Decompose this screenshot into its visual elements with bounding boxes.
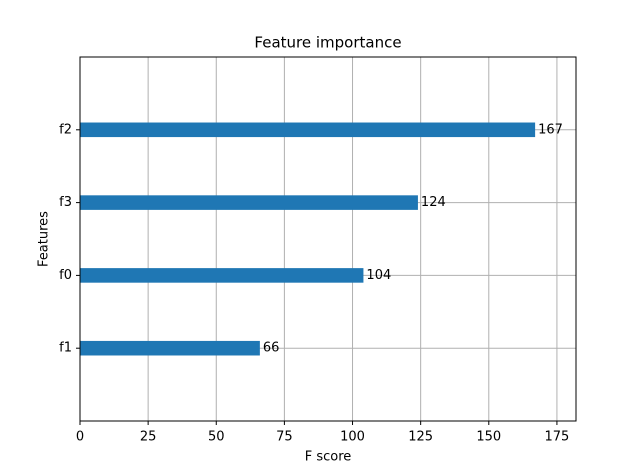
value-label: 66 bbox=[263, 341, 280, 356]
y-tick-label: f2 bbox=[59, 122, 72, 137]
bar bbox=[80, 195, 418, 210]
bar bbox=[80, 268, 364, 283]
y-tick-label: f1 bbox=[59, 341, 72, 356]
x-tick-label: 175 bbox=[545, 430, 570, 445]
y-tick-label: f3 bbox=[59, 195, 72, 210]
x-tick-label: 100 bbox=[340, 430, 365, 445]
chart-title: Feature importance bbox=[254, 34, 401, 52]
bar bbox=[80, 340, 260, 356]
y-tick-label: f0 bbox=[59, 268, 72, 283]
x-axis-label: F score bbox=[305, 450, 352, 465]
value-label: 167 bbox=[538, 122, 563, 137]
value-label: 124 bbox=[421, 195, 446, 210]
plot-frame bbox=[79, 56, 577, 422]
x-tick-label: 150 bbox=[476, 430, 501, 445]
bar bbox=[80, 122, 536, 138]
x-tick-label: 25 bbox=[140, 430, 157, 445]
x-tick-label: 75 bbox=[276, 430, 293, 445]
x-tick-label: 50 bbox=[208, 430, 225, 445]
value-label: 104 bbox=[366, 268, 391, 283]
x-tick-label: 0 bbox=[76, 430, 84, 445]
x-tick-label: 125 bbox=[408, 430, 433, 445]
y-axis-label: Features bbox=[37, 211, 52, 267]
